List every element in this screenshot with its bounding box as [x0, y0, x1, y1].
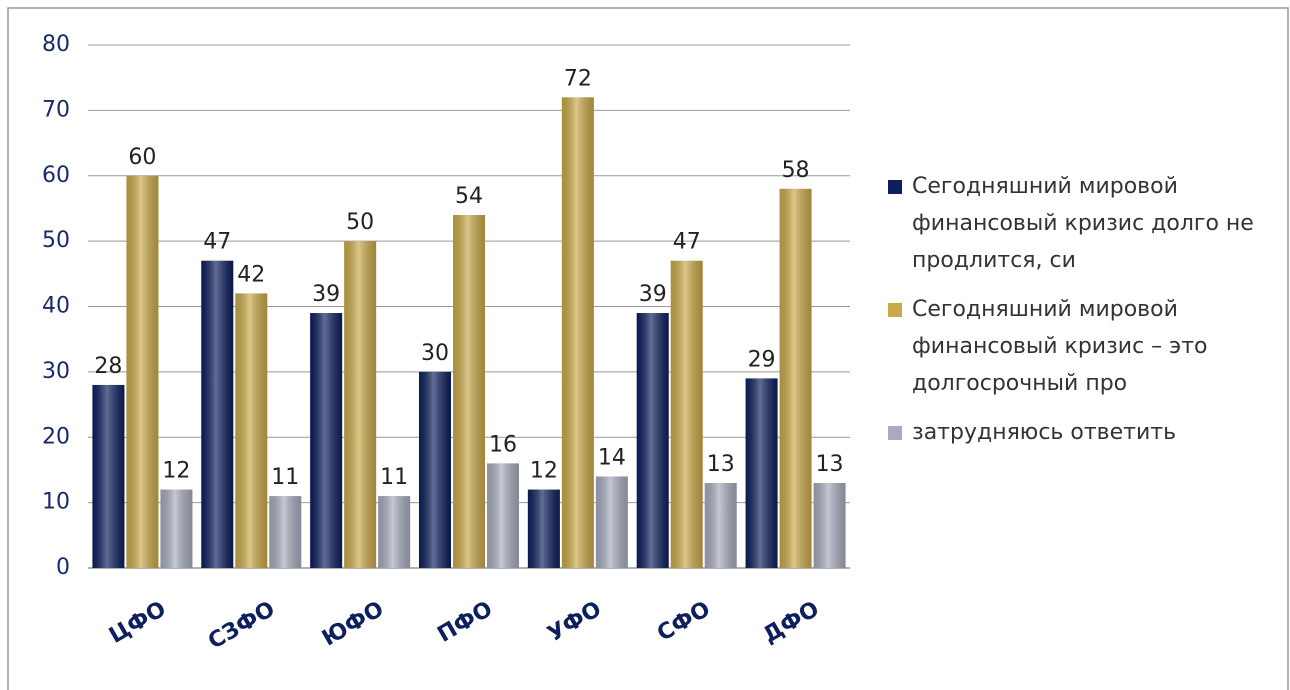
data-label: 30: [421, 341, 449, 366]
legend-item: затрудняюсь ответить: [888, 414, 1268, 451]
y-tick-label: 30: [42, 359, 70, 384]
bar-shine: [310, 313, 343, 568]
data-label: 28: [94, 354, 122, 379]
data-label: 39: [312, 282, 340, 307]
data-label: 58: [782, 158, 810, 183]
bar-shine: [745, 378, 778, 568]
data-label: 42: [237, 262, 265, 287]
data-label: 12: [530, 459, 558, 484]
legend-swatch: [888, 303, 902, 317]
legend-label: Сегодняшний мировой финансовый кризис – …: [912, 297, 1208, 396]
x-tick-label: ДФО: [759, 597, 824, 649]
border: [7, 7, 1289, 690]
data-label: 14: [598, 445, 626, 470]
data-label: 29: [748, 347, 776, 372]
legend-swatch: [888, 180, 902, 194]
data-label: 47: [203, 230, 231, 255]
data-label: 11: [271, 465, 299, 490]
bar-shine: [779, 188, 812, 568]
legend-label: затрудняюсь ответить: [912, 420, 1177, 445]
bar-shine: [453, 214, 485, 568]
bar-shine: [670, 260, 703, 568]
legend-swatch: [888, 426, 902, 440]
data-label: 54: [455, 184, 483, 209]
bar-shine: [813, 483, 846, 568]
data-label: 13: [707, 452, 735, 477]
bar-shine: [487, 463, 519, 568]
bar-shine: [126, 175, 159, 568]
legend: Сегодняшний мировой финансовый кризис до…: [888, 168, 1268, 463]
bar-shine: [561, 97, 594, 569]
data-label: 50: [346, 210, 374, 235]
x-tick-label: СЗФО: [204, 597, 279, 655]
y-tick-label: 20: [42, 424, 70, 449]
bar-shine: [419, 371, 451, 568]
y-tick-label: 70: [42, 97, 70, 122]
y-tick-label: 40: [42, 294, 70, 319]
bar-shine: [160, 489, 193, 568]
bar-shine: [527, 489, 560, 568]
y-tick-label: 50: [42, 228, 70, 253]
data-label: 60: [128, 145, 156, 170]
bar-shine: [595, 476, 628, 568]
data-label: 11: [380, 465, 408, 490]
data-label: 12: [162, 459, 190, 484]
data-label: 13: [816, 452, 844, 477]
data-label: 47: [673, 230, 701, 255]
x-tick-label: СФО: [653, 597, 715, 647]
legend-item: Сегодняшний мировой финансовый кризис до…: [888, 168, 1268, 279]
legend-item: Сегодняшний мировой финансовый кризис – …: [888, 291, 1268, 402]
bar-shine: [201, 260, 234, 568]
data-label: 39: [639, 282, 667, 307]
bar-shine: [269, 496, 302, 568]
y-tick-label: 80: [42, 32, 70, 57]
data-label: 16: [489, 432, 517, 457]
bar-shine: [92, 384, 125, 568]
x-tick-label: ЦФО: [105, 597, 170, 649]
x-tick-label: ПФО: [433, 597, 497, 648]
bar-shine: [378, 496, 411, 568]
bar-shine: [636, 313, 669, 568]
y-tick-label: 0: [56, 555, 70, 580]
bar-shine: [704, 483, 737, 568]
x-tick-label: ЮФО: [318, 597, 388, 652]
bar-shine: [235, 293, 268, 568]
bar-shine: [344, 241, 377, 568]
data-label: 72: [564, 66, 592, 91]
x-tick-label: УФО: [544, 597, 606, 647]
y-tick-label: 10: [42, 490, 70, 515]
y-tick-label: 60: [42, 163, 70, 188]
legend-label: Сегодняшний мировой финансовый кризис до…: [912, 174, 1254, 273]
